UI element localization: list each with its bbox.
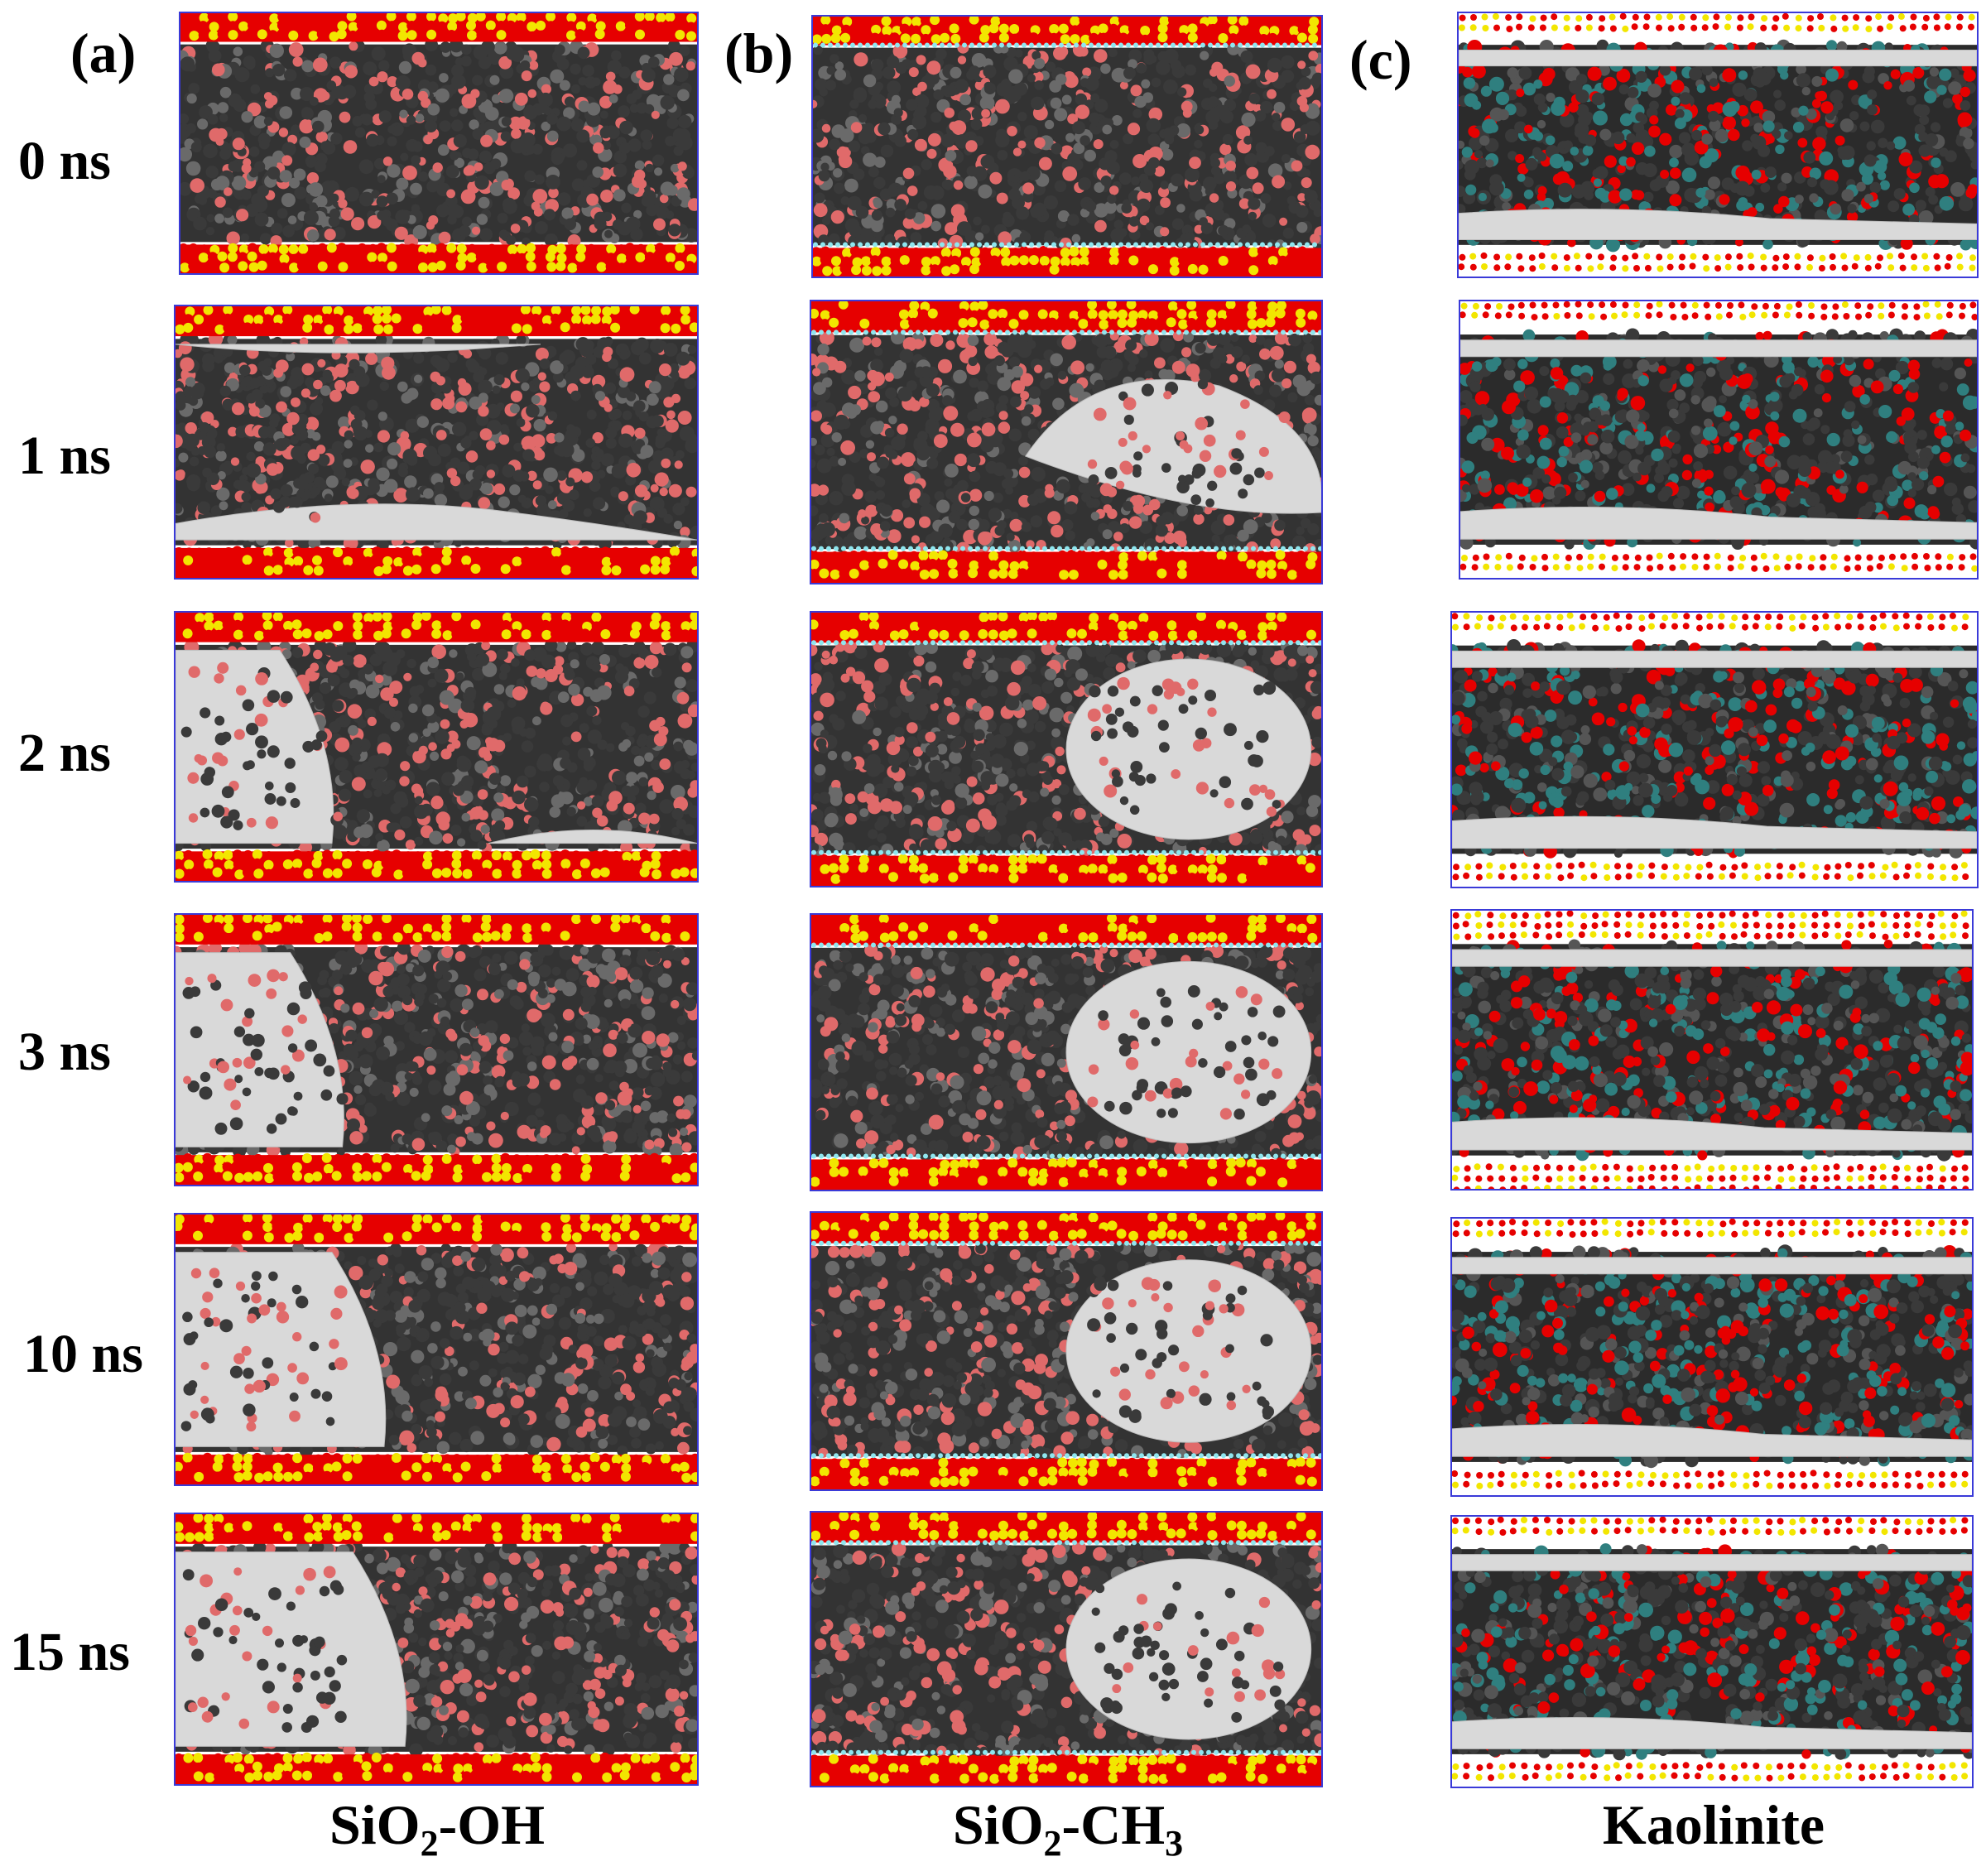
snapshot-c-10ns (1450, 1217, 1974, 1497)
snapshot-b-2ns (810, 611, 1323, 887)
snapshot-a-1ns (174, 305, 699, 580)
snapshot-a-10ns (174, 1213, 699, 1486)
column-title-kaolinite: Kaolinite (1424, 1797, 1986, 1853)
time-label-10: 10 ns (23, 1327, 143, 1382)
snapshot-c-15ns (1450, 1515, 1974, 1788)
snapshot-c-0ns (1457, 12, 1979, 278)
time-label-3: 3 ns (18, 1025, 111, 1080)
column-title-sio2-oh: SiO2-OH (147, 1797, 727, 1862)
snapshot-c-3ns (1450, 909, 1974, 1191)
snapshot-c-1ns (1459, 300, 1979, 580)
snapshot-a-3ns (174, 913, 699, 1186)
time-label-15: 15 ns (10, 1625, 130, 1680)
snapshot-a-0ns (179, 12, 699, 275)
panel-label-b: (b) (724, 25, 793, 81)
panel-label-a: (a) (70, 25, 136, 81)
snapshot-b-3ns (810, 913, 1323, 1191)
snapshot-b-15ns (810, 1511, 1323, 1787)
panel-label-c: (c) (1349, 31, 1411, 88)
snapshot-a-2ns (174, 611, 699, 883)
time-label-2: 2 ns (18, 726, 111, 781)
snapshot-b-10ns (810, 1211, 1323, 1491)
snapshot-b-1ns (810, 300, 1323, 584)
snapshot-a-15ns (174, 1513, 699, 1786)
time-label-1: 1 ns (18, 429, 111, 483)
snapshot-c-2ns (1450, 611, 1979, 888)
snapshot-b-0ns (811, 15, 1323, 278)
column-title-sio2-ch3: SiO2-CH3 (778, 1797, 1358, 1862)
time-label-0: 0 ns (18, 134, 111, 189)
